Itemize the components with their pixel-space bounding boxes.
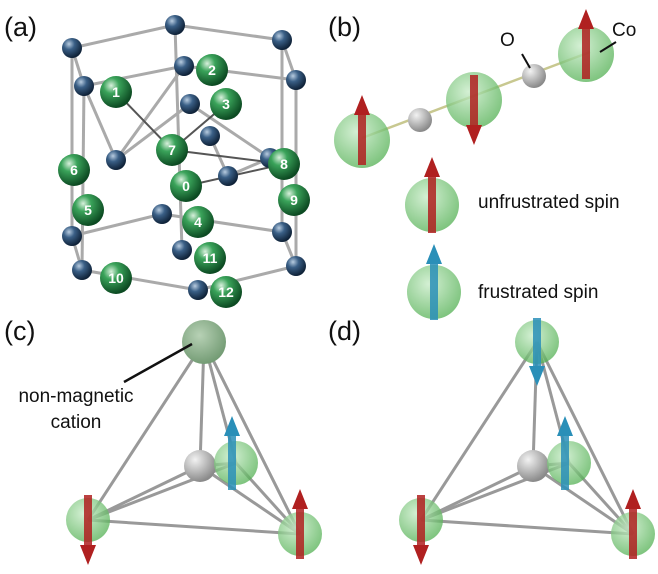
- atom-number: 8: [280, 156, 288, 172]
- spin-body: [561, 436, 569, 490]
- bond: [72, 25, 175, 48]
- atom: [106, 150, 126, 170]
- atom: [188, 280, 208, 300]
- atom-number: 9: [290, 192, 298, 208]
- bond: [421, 520, 633, 534]
- atom-number: 12: [218, 284, 234, 300]
- atom-number: 2: [208, 62, 216, 78]
- atom: [200, 126, 220, 146]
- spin-body: [296, 509, 304, 559]
- atom: [517, 450, 549, 482]
- atom-number: 1: [112, 84, 120, 100]
- spin-body: [358, 115, 366, 165]
- oxygen-label: O: [500, 30, 515, 51]
- atom: [408, 108, 432, 132]
- atom: [272, 30, 292, 50]
- bond: [537, 342, 633, 534]
- atom-number: 0: [182, 178, 190, 194]
- spin-head: [426, 244, 442, 264]
- atom-number: 10: [108, 270, 124, 286]
- atom: [272, 222, 292, 242]
- atom-number: 6: [70, 162, 78, 178]
- spin-body: [582, 29, 590, 79]
- cobalt-label: Co: [612, 20, 636, 41]
- spin-head: [424, 157, 440, 177]
- spin-body: [533, 318, 541, 366]
- spin-body: [228, 436, 236, 490]
- panel-label: (b): [328, 12, 361, 42]
- atom: [152, 204, 172, 224]
- figure: (a) (b) (c) (d) O Co unfrustrated spin f…: [0, 0, 658, 574]
- leader-line: [522, 54, 530, 68]
- atom: [72, 260, 92, 280]
- spin-head: [578, 9, 594, 29]
- spin-head: [466, 125, 482, 145]
- spin-head: [413, 545, 429, 565]
- annotation: cation: [51, 412, 102, 433]
- panel-label: (a): [4, 12, 37, 42]
- atom: [184, 450, 216, 482]
- spin-head: [80, 545, 96, 565]
- atom-number: 3: [222, 96, 230, 112]
- legend-text: unfrustrated spin: [478, 192, 620, 213]
- bond: [88, 520, 300, 534]
- legend-text: frustrated spin: [478, 282, 598, 303]
- bond: [82, 270, 198, 290]
- bond: [204, 342, 300, 534]
- atom: [62, 226, 82, 246]
- atom-number: 4: [194, 214, 202, 230]
- atom: [182, 320, 226, 364]
- atom: [180, 94, 200, 114]
- atom-number: 11: [203, 250, 218, 266]
- spin-head: [625, 489, 641, 509]
- atom: [74, 76, 94, 96]
- spin-body: [428, 177, 436, 233]
- bond: [175, 25, 282, 40]
- atom: [522, 64, 546, 88]
- spin-body: [470, 75, 478, 125]
- spin-body: [84, 495, 92, 545]
- atom: [174, 56, 194, 76]
- atom-number: 7: [168, 142, 176, 158]
- spin-body: [629, 509, 637, 559]
- atom: [218, 166, 238, 186]
- annotation: non-magnetic: [18, 386, 133, 407]
- spin-head: [529, 366, 545, 386]
- spin-head: [354, 95, 370, 115]
- panel-label: (c): [4, 316, 35, 346]
- panel-label: (d): [328, 316, 361, 346]
- spin-body: [417, 495, 425, 545]
- atom: [286, 256, 306, 276]
- bond: [84, 66, 184, 86]
- spin-head: [292, 489, 308, 509]
- spin-body: [430, 264, 438, 320]
- atom-number: 5: [84, 202, 92, 218]
- atom: [165, 15, 185, 35]
- atom: [172, 240, 192, 260]
- atom: [286, 70, 306, 90]
- atom: [62, 38, 82, 58]
